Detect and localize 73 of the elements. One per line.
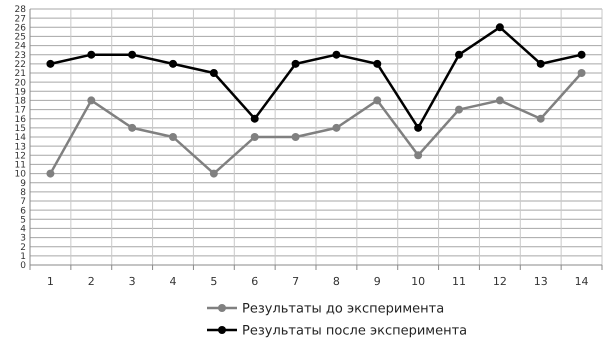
y-tick-label: 0	[20, 261, 26, 272]
y-tick-label: 25	[14, 32, 26, 43]
point	[87, 96, 96, 104]
x-tick-label: 3	[128, 275, 136, 288]
point	[496, 23, 504, 32]
point	[292, 133, 300, 141]
point	[496, 96, 504, 104]
legend-label: Результаты до эксперимента	[242, 302, 444, 317]
point	[128, 50, 136, 59]
point	[373, 60, 382, 68]
y-tick-label: 17	[14, 106, 26, 116]
point	[128, 124, 136, 132]
x-tick-label: 10	[411, 275, 426, 288]
point	[536, 60, 545, 68]
y-tick-label: 16	[14, 114, 26, 125]
point	[332, 124, 340, 132]
point	[169, 133, 177, 141]
y-tick-label: 21	[14, 69, 26, 80]
x-tick-label: 14	[574, 275, 589, 288]
point	[87, 50, 96, 59]
point	[332, 50, 340, 59]
x-tick-label: 13	[534, 275, 548, 288]
point	[169, 60, 177, 68]
y-tick-label: 4	[20, 224, 26, 235]
x-tick-label: 8	[332, 275, 340, 288]
point	[210, 69, 218, 77]
x-tick-label: 11	[452, 275, 466, 288]
x-tick-label: 5	[210, 275, 218, 288]
y-tick-label: 8	[20, 188, 26, 198]
point	[46, 60, 54, 68]
y-tick-label: 1	[20, 252, 26, 262]
y-tick-label: 24	[14, 42, 26, 52]
point	[373, 96, 382, 104]
x-tick-label: 1	[46, 275, 54, 288]
point	[536, 114, 545, 123]
y-tick-label: 23	[14, 50, 26, 61]
y-tick-label: 5	[20, 215, 26, 226]
y-tick-label: 12	[14, 151, 26, 162]
y-tick-label: 9	[20, 178, 26, 189]
y-tick-label: 6	[20, 206, 26, 216]
y-tick-label: 11	[14, 160, 26, 171]
x-tick-label: 2	[88, 275, 95, 288]
y-tick-label: 26	[14, 23, 26, 34]
point	[46, 170, 54, 178]
y-tick-label: 14	[14, 133, 26, 144]
y-tick-label: 10	[14, 170, 26, 180]
y-tick-label: 3	[20, 234, 26, 244]
point	[578, 50, 586, 59]
y-tick-label: 28	[14, 5, 26, 16]
x-tick-label: 6	[251, 275, 258, 288]
x-tick-label: 7	[292, 275, 300, 288]
point	[414, 151, 422, 160]
legend-label: Результаты после эксперимента	[242, 324, 468, 339]
point	[455, 50, 463, 59]
y-tick-label: 2	[20, 242, 26, 253]
x-tick-label: 4	[170, 275, 176, 288]
point	[250, 114, 259, 123]
point	[414, 124, 422, 132]
y-tick-label: 18	[14, 96, 26, 107]
y-tick-label: 20	[14, 78, 26, 88]
point	[578, 69, 586, 77]
point	[292, 60, 300, 68]
point	[250, 133, 259, 141]
y-tick-label: 19	[14, 87, 26, 98]
y-tick-label: 15	[14, 124, 26, 134]
y-tick-label: 22	[14, 60, 26, 70]
point	[210, 170, 218, 178]
y-tick-label: 7	[20, 197, 26, 208]
point	[455, 106, 463, 114]
x-tick-label: 9	[374, 275, 381, 288]
x-tick-label: 12	[492, 275, 507, 288]
y-tick-label: 27	[14, 14, 26, 24]
y-tick-label: 13	[14, 142, 26, 152]
